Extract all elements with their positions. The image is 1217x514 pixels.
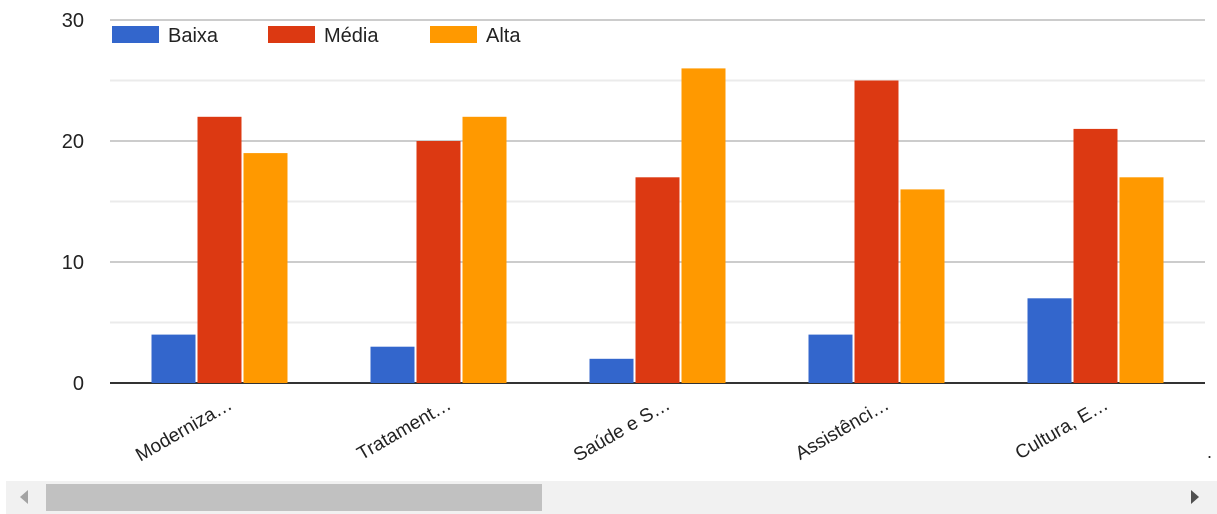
scroll-right-arrow-icon[interactable] [1191,490,1199,504]
bar-alta-2[interactable] [681,68,726,384]
bars [151,68,1164,384]
bar-baixa-2[interactable] [589,358,634,383]
bar-chart: 0 10 20 30 Moderniza… Tratament… Saúde e S… As… [62,10,1212,466]
bar-baixa-1[interactable] [370,346,415,383]
scroll-thumb[interactable] [46,484,542,511]
trailing-mark: . [1207,442,1212,462]
bar-alta-1[interactable] [462,116,507,384]
horizontal-scrollbar[interactable] [6,481,1217,514]
y-tick-label: 0 [73,373,84,395]
y-tick-label: 10 [62,252,84,274]
gridlines [110,19,1205,384]
legend-item-média[interactable]: Média [268,25,379,47]
bar-média-4[interactable] [1073,128,1118,383]
bar-média-1[interactable] [416,141,461,383]
x-tick-label: Tratament… [354,394,455,465]
x-tick-label: Assistênci… [792,394,893,464]
x-tick-label: Saúde e S… [570,394,674,466]
x-axis-labels: Moderniza… Tratament… Saúde e S… Assistênci… [132,394,1112,466]
legend-label: Baixa [168,25,219,47]
legend-item-baixa[interactable]: Baixa [112,25,219,47]
bar-baixa-4[interactable] [1027,298,1072,383]
legend-label: Média [324,25,379,47]
bar-média-0[interactable] [197,116,242,384]
legend-item-alta[interactable]: Alta [430,25,521,47]
x-tick-label: Cultura, E… [1012,394,1112,464]
y-tick-label: 20 [62,131,84,153]
legend-swatch [430,26,477,43]
legend-swatch [112,26,159,43]
legend: Baixa Média Alta [112,25,521,47]
bar-baixa-0[interactable] [151,334,196,383]
legend-label: Alta [486,25,521,47]
bar-alta-4[interactable] [1119,177,1164,383]
y-tick-label: 30 [62,10,84,32]
bar-alta-3[interactable] [900,189,945,383]
bar-alta-0[interactable] [243,153,288,383]
bar-baixa-3[interactable] [808,334,853,383]
x-tick-label: Moderniza… [132,394,236,466]
legend-swatch [268,26,315,43]
y-axis: 0 10 20 30 [62,10,84,395]
scroll-left-arrow-icon[interactable] [20,490,28,504]
bar-média-2[interactable] [635,177,680,383]
bar-média-3[interactable] [854,80,899,384]
